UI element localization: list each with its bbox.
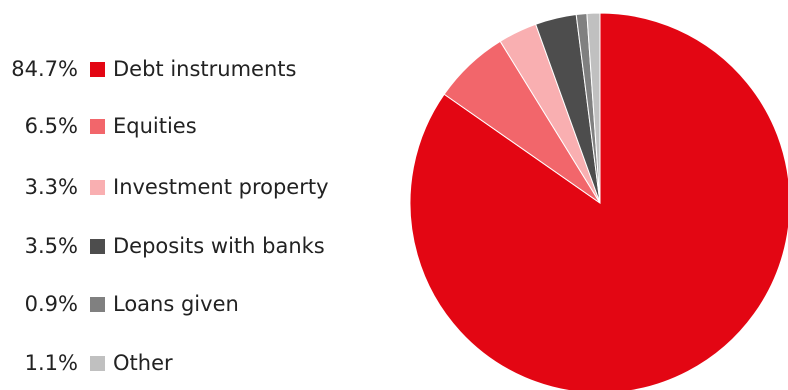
legend-label: Equities — [113, 114, 197, 138]
legend-item-equities: 6.5% Equities — [0, 111, 197, 141]
legend-value: 0.9% — [24, 292, 78, 316]
legend-label: Other — [113, 351, 173, 375]
legend-swatch — [90, 118, 105, 134]
legend-item-other: 1.1% Other — [0, 348, 173, 378]
legend-value: 84.7% — [11, 57, 78, 81]
legend-swatch — [90, 61, 105, 77]
legend-label: Deposits with banks — [113, 234, 325, 258]
legend-value: 3.3% — [24, 175, 78, 199]
legend: 84.7% Debt instruments 6.5% Equities 3.3… — [0, 54, 329, 378]
legend-value: 3.5% — [24, 234, 78, 258]
legend-item-loans-given: 0.9% Loans given — [0, 289, 239, 319]
legend-item-deposits-with-banks: 3.5% Deposits with banks — [0, 231, 325, 261]
legend-swatch — [90, 296, 105, 312]
legend-label: Loans given — [113, 292, 239, 316]
legend-swatch — [90, 179, 105, 195]
legend-item-debt-instruments: 84.7% Debt instruments — [0, 54, 296, 84]
legend-item-investment-property: 3.3% Investment property — [0, 172, 329, 202]
pie-slice-other — [586, 12, 601, 204]
legend-value: 6.5% — [24, 114, 78, 138]
legend-swatch — [90, 238, 105, 254]
legend-value: 1.1% — [24, 351, 78, 375]
pie-slice-debt-instruments — [409, 12, 788, 390]
legend-swatch — [90, 355, 105, 371]
legend-label: Investment property — [113, 175, 329, 199]
pie-slices — [409, 12, 788, 390]
legend-label: Debt instruments — [113, 57, 297, 81]
